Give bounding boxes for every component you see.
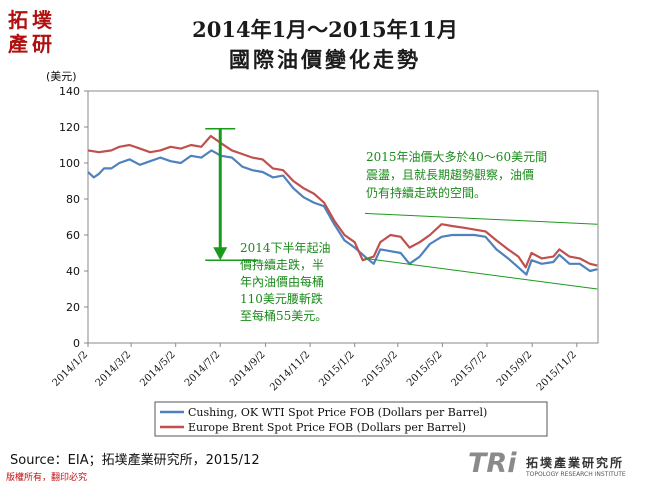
- annotation-2014h2-line: 價持續走跌，半: [240, 257, 324, 272]
- x-tick-label: 2014/7/2: [183, 349, 223, 389]
- series-line-brent: [87, 134, 598, 269]
- chart-subtitle: 國際油價變化走勢: [229, 47, 421, 72]
- x-tick-label: 2015/7/2: [450, 349, 490, 389]
- x-tick-label: 2015/9/2: [495, 349, 535, 389]
- lower-trend-line: [364, 257, 598, 290]
- annotation-2015-line: 仍有持續走跌的空間。: [366, 185, 486, 200]
- x-tick-label: 2014/9/2: [228, 349, 268, 389]
- x-tick-label: 2015/1/2: [317, 349, 357, 389]
- series-line-wti: [87, 149, 598, 276]
- x-tick-label: 2015/5/2: [405, 349, 445, 389]
- annotation-2014h2-line: 110美元腰斬跌: [240, 291, 323, 306]
- y-tick-label: 140: [59, 85, 80, 98]
- logo-char-3: 產: [8, 32, 28, 56]
- logo-char-4: 研: [32, 32, 52, 56]
- legend-label: Europe Brent Spot Price FOB (Dollars per…: [188, 421, 466, 434]
- y-tick-label: 40: [66, 265, 80, 278]
- x-tick-label: 2014/1/2: [51, 349, 91, 389]
- arrow-head: [213, 247, 228, 261]
- annotation-2014h2-line: 2014下半年起油: [240, 241, 331, 255]
- y-tick-label: 60: [66, 229, 80, 242]
- annotation-2015: 2015年油價大多於40～60美元間震盪，且就長期趨勢觀察，油價仍有持續走跌的空…: [366, 149, 547, 200]
- annotation-2014h2: 2014下半年起油價持續走跌，半年內油價由每桶 110美元腰斬跌至每桶55美元。: [240, 241, 331, 323]
- upper-trend-line: [364, 212, 598, 225]
- brand-name-cn: 拓墣產業研究所: [526, 456, 625, 470]
- legend-label: Cushing, OK WTI Spot Price FOB (Dollars …: [188, 406, 487, 419]
- logo: 拓 墣 產 研: [6, 4, 62, 56]
- copyright-text: 版權所有，翻印必究: [6, 473, 88, 483]
- annotation-2014h2-line: 年內油價由每桶: [240, 274, 324, 289]
- y-tick-label: 20: [66, 301, 80, 314]
- y-axis-label: (美元): [46, 70, 77, 83]
- brand-tri: TRi: [468, 448, 517, 479]
- brand-name-en: TOPOLOGY RESEARCH INSTITUTE: [526, 471, 626, 478]
- y-tick-label: 0: [73, 337, 80, 350]
- y-tick-label: 120: [59, 121, 80, 134]
- x-tick-label: 2014/11/2: [268, 349, 312, 393]
- x-tick-label: 2015/3/2: [360, 349, 400, 389]
- y-tick-label: 100: [59, 157, 80, 170]
- logo-char-2: 墣: [32, 8, 52, 32]
- legend-box: [154, 401, 548, 437]
- annotation-2015-line: 2015年油價大多於40～60美元間: [366, 149, 547, 164]
- x-tick-label: 2014/5/2: [138, 349, 178, 389]
- source-text: Source：EIA；拓墣產業研究所，2015/12: [10, 453, 260, 468]
- logo-char-1: 拓: [8, 8, 28, 32]
- x-tick-label: 2014/3/2: [94, 349, 134, 389]
- annotation-2015-line: 震盪，且就長期趨勢觀察，油價: [366, 167, 534, 182]
- annotation-2014h2-line: 至每桶55美元。: [240, 308, 327, 323]
- plot-area: [87, 90, 599, 344]
- y-tick-label: 80: [66, 193, 80, 206]
- x-tick-label: 2015/11/2: [535, 349, 579, 393]
- chart-title: 2014年1月～2015年11月: [192, 17, 458, 42]
- brand-logo: TRi 拓墣產業研究所 TOPOLOGY RESEARCH INSTITUTE: [468, 448, 646, 482]
